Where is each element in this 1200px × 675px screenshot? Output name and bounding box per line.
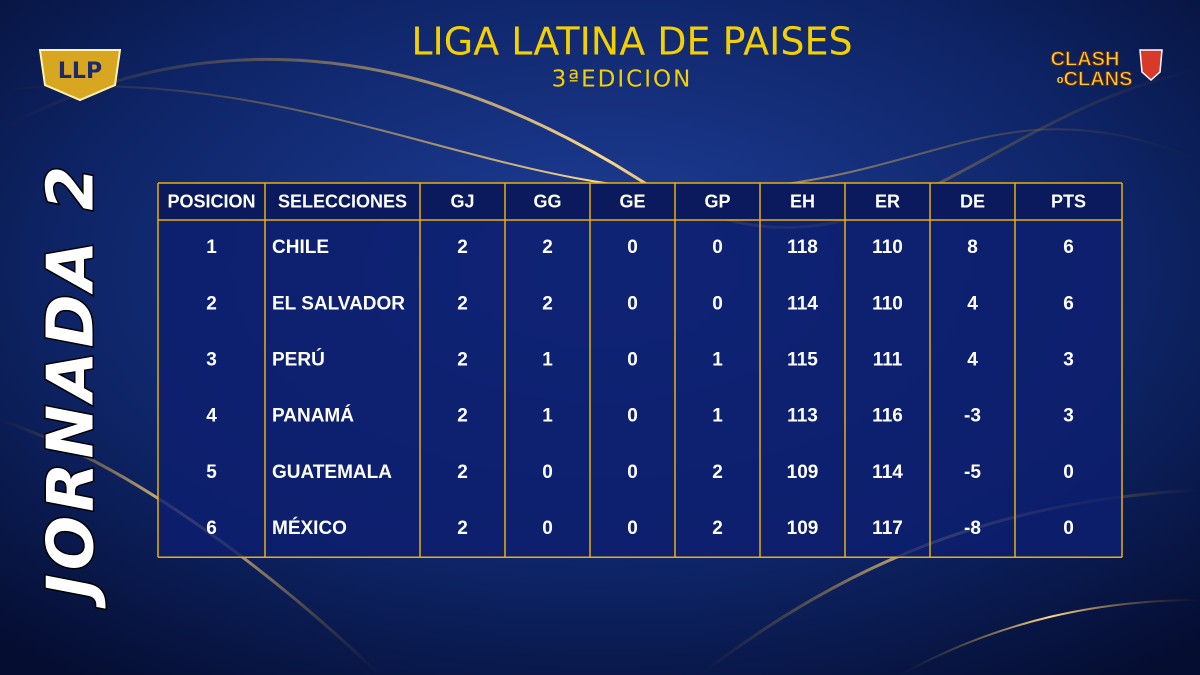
title: LIGA LATINA DE PAISES [411,20,852,64]
table-cell: 1 [712,350,723,371]
table-cell: 5 [206,462,217,483]
table-cell: 0 [1063,518,1074,539]
table-cell: 1 [712,406,723,427]
column-header: GP [704,191,730,211]
column-header: SELECCIONES [278,191,407,211]
table-cell: 2 [457,237,468,258]
left-logo: LLP [38,49,122,102]
table-cell: 0 [627,518,638,539]
table-cell: 2 [457,293,468,314]
column-header: DE [960,191,985,211]
logo-word: CLANS [1064,68,1133,90]
table-cell: 0 [712,293,723,314]
table-cell: 2 [457,406,468,427]
table-cell: 116 [872,406,903,427]
table-cell: 2 [712,518,723,539]
table-cell: 6 [1063,293,1074,314]
table-cell: 0 [627,293,638,314]
table-cell: -8 [964,518,981,539]
column-header: ER [875,191,900,211]
logo-word: of [1057,74,1068,86]
table-cell: 6 [206,518,217,539]
table-cell: 118 [787,237,818,258]
table-cell: 3 [1063,350,1074,371]
table-body [158,183,1122,558]
table-cell: 0 [542,518,553,539]
table-cell: 0 [1063,462,1074,483]
subtitle: 3ªEDICION [552,67,693,93]
table-cell: 114 [787,293,818,314]
table-cell: 113 [787,406,818,427]
table-cell: 111 [873,350,903,371]
table-header-bg [158,183,1122,220]
table-cell: 0 [627,406,638,427]
logo-shield [1139,49,1163,82]
column-header: EH [790,191,815,211]
table-cell: 114 [872,462,903,483]
table-cell: 115 [787,350,818,371]
table-cell: 0 [627,462,638,483]
table-cell: EL SALVADOR [272,293,405,314]
table-cell: PERÚ [272,349,325,371]
round-label: JORNADA 2 [35,162,109,609]
column-header: POSICION [167,191,255,211]
table-cell: 6 [1063,237,1074,258]
table-cell: 3 [1063,406,1074,427]
table-cell: 1 [206,237,217,258]
logo-text: LLP [58,59,102,84]
table-cell: PANAMÁ [272,405,354,427]
table-cell: 2 [712,462,723,483]
column-header: GE [619,191,645,211]
table-cell: 8 [967,237,978,258]
column-header: GG [533,191,561,211]
table-cell: GUATEMALA [272,462,392,483]
table-cell: -3 [964,406,981,427]
table-cell: -5 [964,462,981,483]
table-cell: 4 [967,293,978,314]
column-header: PTS [1051,191,1086,211]
standings-table: POSICION SELECCIONES GJ GG GE GP EH ER DE PTS 1 CHI… [157,182,1123,558]
table-cell: 2 [457,462,468,483]
right-logo: CLASH of CLANS [1050,48,1163,91]
table-cell: CHILE [272,237,329,258]
table-cell: 3 [206,350,217,371]
table-cell: 0 [712,237,723,258]
logo-word: CLASH [1051,48,1120,70]
table-cell: 2 [457,518,468,539]
table-cell: 2 [457,350,468,371]
table-cell: 0 [627,237,638,258]
table-cell: 110 [872,237,903,258]
logo-shield [38,49,122,102]
table-cell: 109 [787,518,819,539]
table-cell: 2 [206,293,217,314]
table-cell: 0 [627,350,638,371]
table-cell: 0 [542,462,553,483]
column-header: GJ [450,191,474,211]
table-cell: 2 [542,237,553,258]
table-cell: 110 [872,293,903,314]
table-cell: 117 [872,518,903,539]
table-cell: 2 [542,293,553,314]
table-cell: 4 [206,406,217,427]
table-cell: 1 [542,350,553,371]
table-cell: 109 [787,462,819,483]
table-cell: 1 [542,406,553,427]
table-cell: 4 [967,350,978,371]
table-cell: MÉXICO [272,517,347,539]
